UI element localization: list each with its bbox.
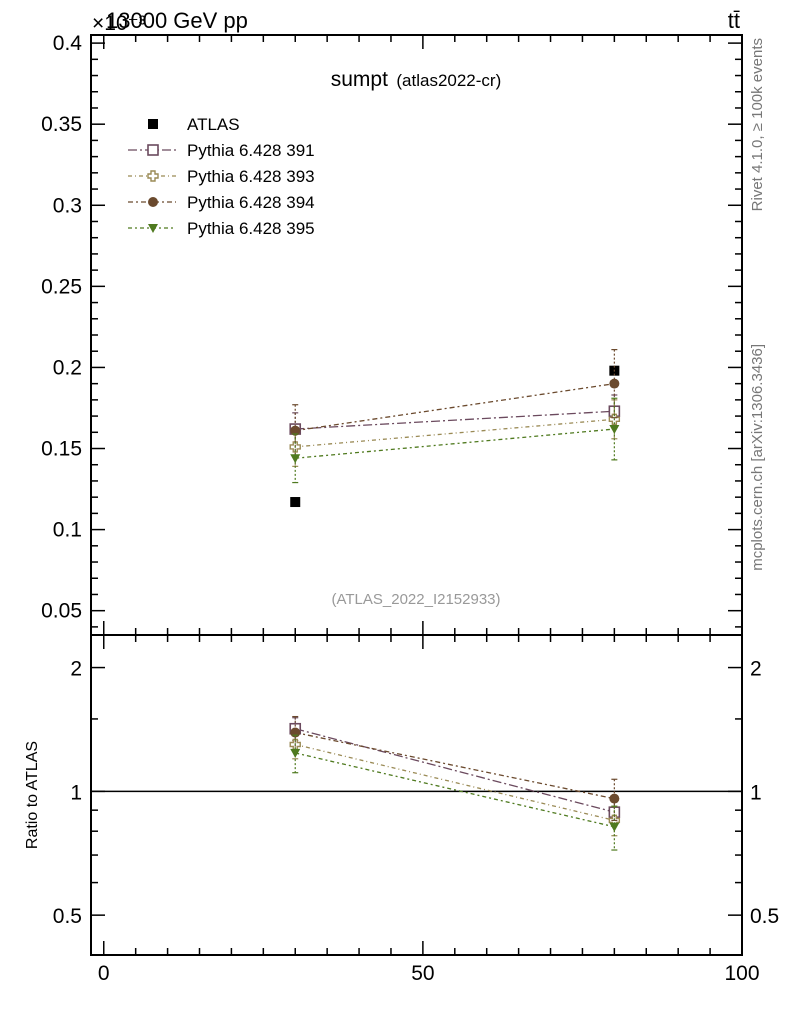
ratio-series-p394 bbox=[290, 715, 620, 821]
ratio-point-p395 bbox=[609, 822, 620, 832]
ratio-ytick-label-left: 2 bbox=[70, 658, 82, 681]
main-ytick-label: 0.4 bbox=[53, 32, 83, 55]
main-line-p394 bbox=[295, 383, 615, 432]
main-ytick-label: 0.3 bbox=[53, 194, 82, 217]
ratio-ytick-label-right: 2 bbox=[750, 658, 762, 681]
main-point-atlas bbox=[290, 497, 301, 508]
ratio-series-p393 bbox=[289, 730, 621, 837]
ratio-series-p395 bbox=[290, 734, 620, 851]
main-ytick-label: 0.35 bbox=[41, 113, 82, 136]
ratio-ytick-label-right: 0.5 bbox=[750, 905, 779, 928]
main-series-p393 bbox=[289, 399, 621, 467]
ratio-frame bbox=[90, 634, 743, 956]
main-ytick-label: 0.25 bbox=[41, 275, 82, 298]
process-label: tt̄ bbox=[728, 8, 740, 33]
ratio-xtick-label: 0 bbox=[98, 962, 110, 985]
main-point-p395 bbox=[609, 425, 620, 435]
ratio-line-p395 bbox=[295, 752, 615, 828]
legend-item-p394: Pythia 6.428 394 bbox=[128, 193, 315, 212]
main-ytick-label: 0.1 bbox=[53, 519, 82, 542]
ratio-point-p394 bbox=[609, 793, 620, 804]
legend: ATLAS Pythia 6.428 391 Pythia 6.428 393 Pyt… bbox=[128, 115, 315, 238]
ratio-series-p391 bbox=[289, 717, 621, 826]
legend-marker-p395 bbox=[148, 224, 158, 233]
main-point-p395 bbox=[290, 454, 301, 464]
legend-label-atlas: ATLAS bbox=[187, 115, 240, 134]
legend-marker-atlas bbox=[148, 119, 158, 129]
main-line-p393 bbox=[295, 418, 615, 448]
legend-label-p394: Pythia 6.428 394 bbox=[187, 193, 315, 212]
ratio-xtick-label: 100 bbox=[724, 962, 759, 985]
main-ytick-label: 0.05 bbox=[41, 600, 82, 623]
main-series-atlas bbox=[290, 365, 620, 508]
plot-title-main: sumpt bbox=[331, 68, 388, 91]
main-series-group bbox=[289, 348, 621, 508]
legend-label-p395: Pythia 6.428 395 bbox=[187, 219, 315, 238]
legend-marker-p391 bbox=[147, 144, 159, 156]
rivet-label: Rivet 4.1.0, ≥ 100k events bbox=[749, 38, 766, 211]
ratio-series-group bbox=[289, 715, 621, 851]
main-axis-ticks: 0.05 0.1 0.15 0.2 0.25 0.3 0.35 0.4 bbox=[41, 32, 743, 635]
analysis-watermark: (ATLAS_2022_I2152933) bbox=[331, 591, 500, 608]
main-ytick-label: 0.15 bbox=[41, 438, 82, 461]
ratio-ytick-label-left: 1 bbox=[70, 781, 82, 804]
main-point-p394 bbox=[609, 378, 620, 389]
legend-item-p395: Pythia 6.428 395 bbox=[128, 219, 315, 238]
ratio-xtick-label: 50 bbox=[411, 962, 434, 985]
main-series-p394 bbox=[290, 348, 620, 458]
ratio-axis-ticks: 0.5 0.5 1 1 2 2 0 50 100 bbox=[53, 635, 779, 985]
main-point-p394 bbox=[290, 425, 301, 436]
energy-label: 13000 GeV pp bbox=[106, 8, 248, 33]
ratio-line-p393 bbox=[295, 743, 615, 822]
plot-title: sumpt (atlas2022-cr) bbox=[331, 68, 502, 91]
main-series-p391 bbox=[289, 394, 621, 446]
plot-title-sub: (atlas2022-cr) bbox=[396, 71, 501, 90]
main-line-p391 bbox=[295, 410, 615, 430]
legend-label-p391: Pythia 6.428 391 bbox=[187, 141, 315, 160]
main-series-p395 bbox=[290, 397, 620, 484]
mcplots-label: mcplots.cern.ch [arXiv:1306.3436] bbox=[749, 344, 766, 571]
main-line-p395 bbox=[295, 428, 615, 459]
legend-item-atlas: ATLAS bbox=[148, 115, 240, 134]
main-ytick-label: 0.2 bbox=[53, 356, 82, 379]
ratio-line-p391 bbox=[295, 728, 615, 813]
legend-marker-p393 bbox=[147, 170, 159, 182]
legend-marker-p394 bbox=[148, 197, 158, 207]
ratio-point-p395 bbox=[290, 748, 301, 758]
ratio-ylabel: Ratio to ATLAS bbox=[24, 741, 41, 849]
ratio-ytick-label-right: 1 bbox=[750, 781, 762, 804]
legend-label-p393: Pythia 6.428 393 bbox=[187, 167, 315, 186]
legend-item-p393: Pythia 6.428 393 bbox=[128, 167, 315, 186]
ratio-ytick-label-left: 0.5 bbox=[53, 905, 82, 928]
ratio-line-p394 bbox=[295, 731, 615, 800]
legend-item-p391: Pythia 6.428 391 bbox=[128, 141, 315, 160]
scale-marker: ×10⁻³ bbox=[92, 12, 146, 35]
